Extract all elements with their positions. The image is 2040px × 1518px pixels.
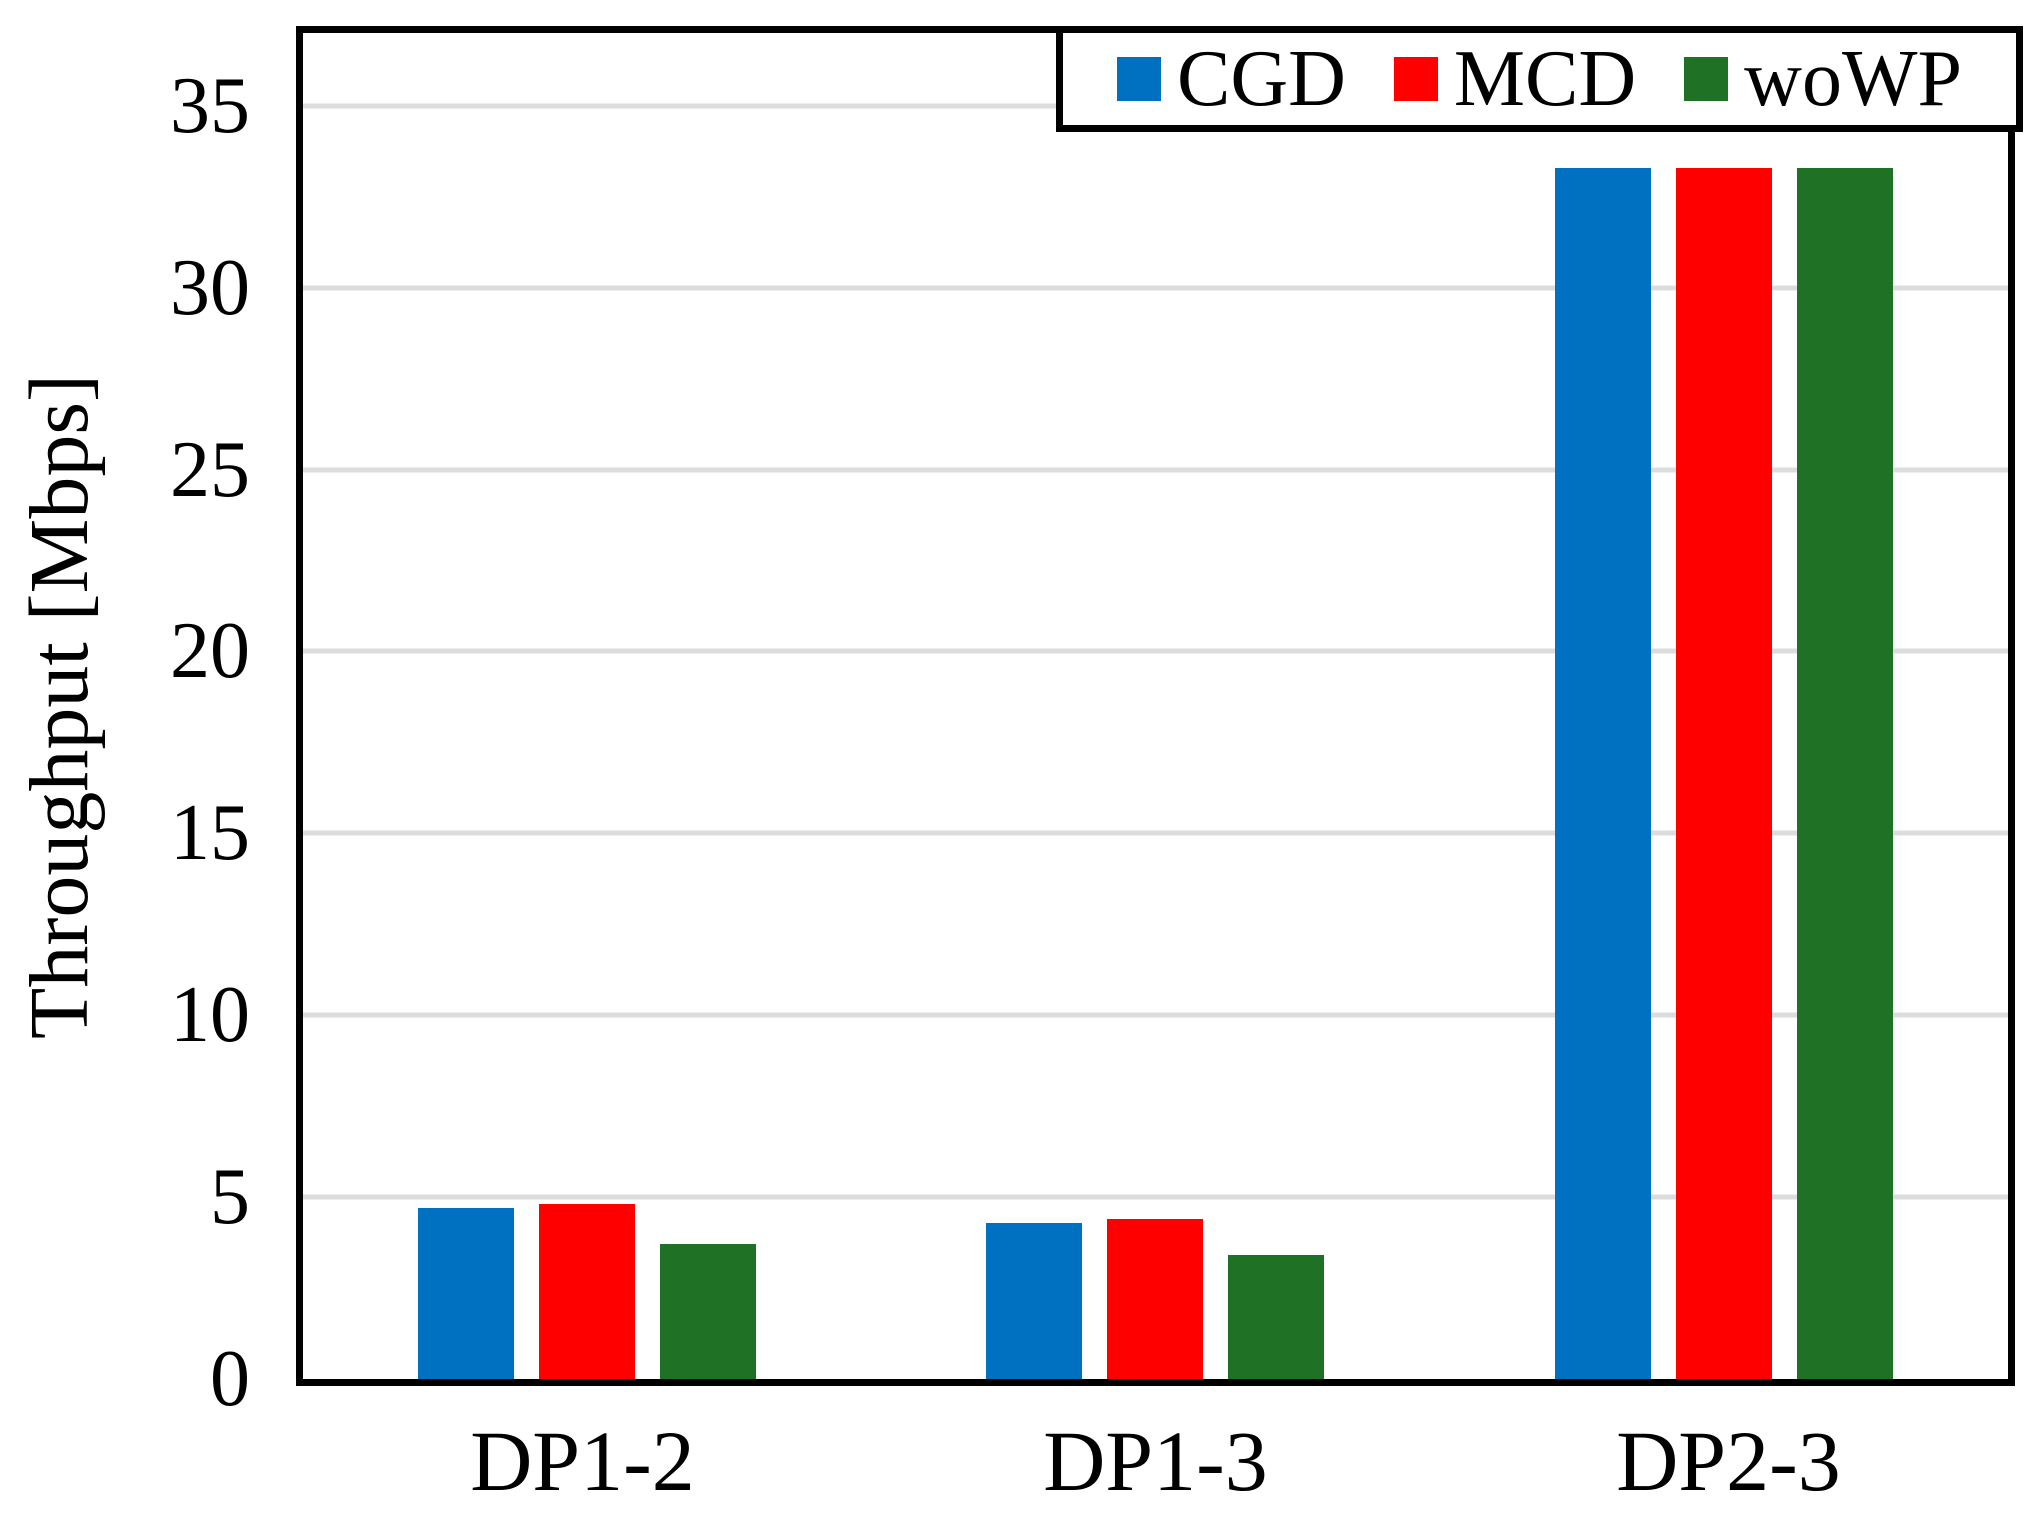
bar-mcd-dp1-3 — [1107, 1218, 1204, 1379]
bar-cgd-dp2-3 — [1554, 167, 1651, 1379]
legend-item-wowp: woWP — [1684, 39, 1962, 119]
bar-group-dp1-3 — [871, 33, 1439, 1379]
y-axis-tick-labels: 0 5 10 15 20 25 30 35 — [0, 33, 250, 1419]
y-tick-label-15: 15 — [170, 789, 250, 878]
x-category-label-dp2-3: DP2-3 — [1616, 1413, 1841, 1509]
bar-mcd-dp2-3 — [1675, 167, 1772, 1379]
bars-layer — [303, 33, 2008, 1379]
y-tick-label-20: 20 — [170, 607, 250, 696]
bar-group-dp2-3 — [1440, 33, 2008, 1379]
legend-label-mcd: MCD — [1453, 35, 1637, 123]
legend-item-mcd: MCD — [1393, 35, 1637, 123]
gridline-25 — [303, 467, 2008, 473]
gridline-15 — [303, 830, 2008, 836]
bar-mcd-dp1-2 — [539, 1204, 636, 1379]
bar-wowp-dp1-3 — [1228, 1255, 1325, 1379]
legend-item-cgd: CGD — [1117, 39, 1346, 119]
y-tick-label-30: 30 — [170, 243, 250, 332]
y-tick-label-0: 0 — [210, 1335, 250, 1423]
legend-swatch-mcd — [1393, 57, 1438, 101]
bar-wowp-dp1-2 — [660, 1244, 757, 1379]
x-axis-category-labels: DP1-2 DP1-3 DP2-3 — [296, 1405, 2015, 1517]
y-tick-label-25: 25 — [170, 425, 250, 514]
legend-swatch-cgd — [1117, 57, 1161, 101]
legend-swatch-wowp — [1684, 57, 1729, 101]
legend-label-cgd: CGD — [1177, 35, 1346, 123]
y-tick-label-5: 5 — [210, 1153, 250, 1242]
gridline-5 — [303, 1194, 2008, 1200]
bar-cgd-dp1-2 — [418, 1208, 515, 1379]
bar-wowp-dp2-3 — [1796, 167, 1893, 1379]
gridline-10 — [303, 1012, 2008, 1018]
legend-label-wowp: woWP — [1744, 35, 1962, 123]
gridline-30 — [303, 285, 2008, 291]
y-tick-label-10: 10 — [170, 971, 250, 1060]
x-category-label-dp1-2: DP1-2 — [470, 1413, 695, 1509]
bar-group-dp1-2 — [303, 33, 871, 1379]
x-category-label-dp1-3: DP1-3 — [1043, 1413, 1268, 1509]
plot-area — [296, 26, 2015, 1386]
bar-cgd-dp1-3 — [986, 1222, 1083, 1379]
gridline-20 — [303, 648, 2008, 654]
legend: CGD MCD woWP — [1056, 26, 2023, 132]
y-tick-label-35: 35 — [170, 61, 250, 150]
